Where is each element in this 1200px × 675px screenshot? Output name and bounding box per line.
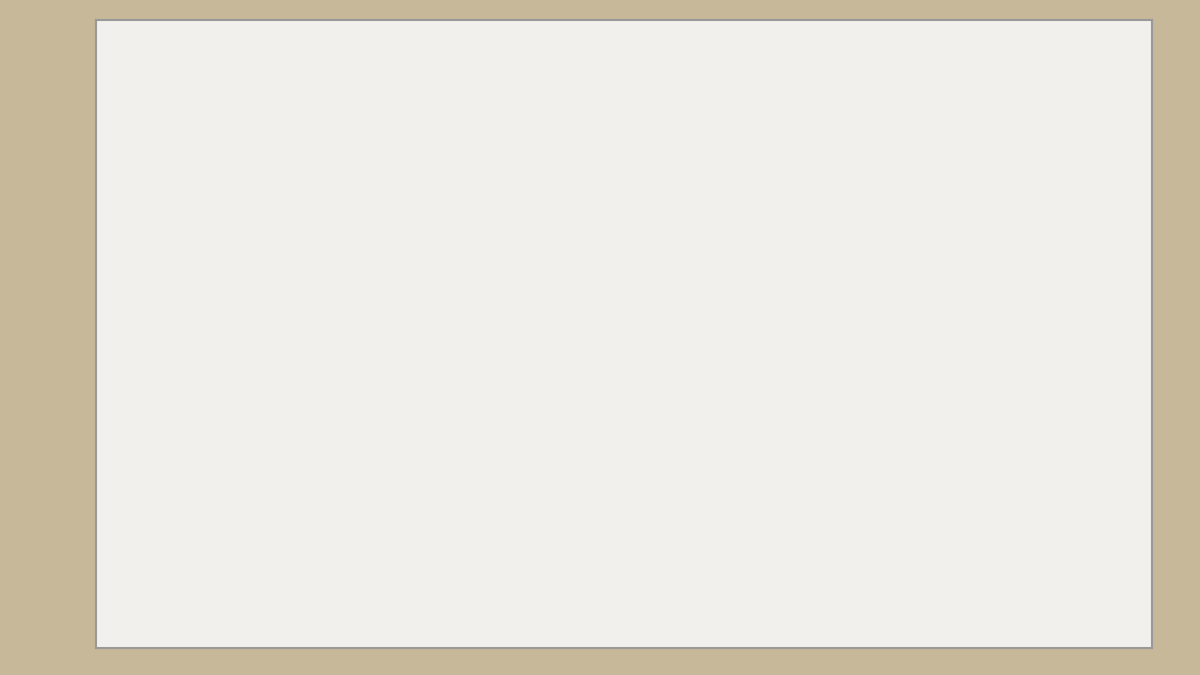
Circle shape xyxy=(762,394,774,405)
Text: 3 m: 3 m xyxy=(506,510,533,524)
Text: 1.5 m: 1.5 m xyxy=(686,510,726,524)
Text: 60 N: 60 N xyxy=(623,221,656,234)
Text: A: A xyxy=(407,367,418,381)
Polygon shape xyxy=(378,400,414,429)
Circle shape xyxy=(391,394,402,405)
Text: 15 N/m: 15 N/m xyxy=(662,266,712,279)
Text: distributed and point loads.: distributed and point loads. xyxy=(314,122,542,136)
Text: 30°: 30° xyxy=(792,419,815,433)
Text: Q2: Determine the reactions at A and B for the beam subjected to a combination o: Q2: Determine the reactions at A and B f… xyxy=(314,93,998,107)
Text: B: B xyxy=(770,367,781,381)
Bar xyxy=(396,389,768,400)
Text: C: C xyxy=(638,412,649,426)
